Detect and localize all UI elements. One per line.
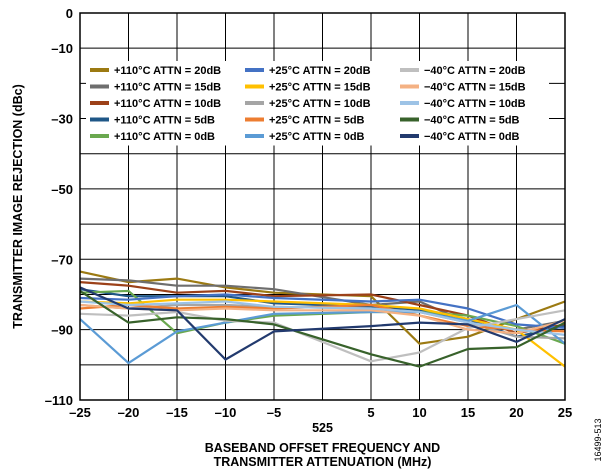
x-axis-title-line-2: TRANSMITTER ATTENUATION (MHz) bbox=[214, 455, 432, 469]
legend-label: +25°C ATTN = 20dB bbox=[269, 65, 371, 77]
legend-background bbox=[86, 61, 549, 146]
x-tick-label: 20 bbox=[509, 405, 523, 420]
x-tick-label: 15 bbox=[461, 405, 475, 420]
y-tick-label: –10 bbox=[51, 41, 73, 56]
series-line bbox=[79, 300, 566, 336]
legend-label: +110°C ATTN = 5dB bbox=[114, 115, 215, 127]
x-axis-center-label: 525 bbox=[312, 421, 333, 435]
legend-label: +110°C ATTN = 20dB bbox=[114, 65, 221, 77]
y-tick-label: 0 bbox=[66, 6, 73, 21]
y-tick-label: –50 bbox=[51, 182, 73, 197]
y-tick-label: –90 bbox=[51, 323, 73, 338]
legend: +110°C ATTN = 20dB +110°C ATTN = 15dB +110… bbox=[86, 61, 549, 146]
legend-label: −40°C ATTN = 5dB bbox=[424, 115, 520, 127]
x-tick-label: 25 bbox=[558, 405, 572, 420]
series-line bbox=[79, 286, 566, 361]
legend-label: +110°C ATTN = 0dB bbox=[114, 131, 215, 143]
x-tick-label: –15 bbox=[166, 405, 188, 420]
y-tick-label: –70 bbox=[51, 252, 73, 267]
y-tick-label: –30 bbox=[51, 112, 73, 127]
series-line bbox=[79, 309, 566, 363]
tick-labels: 0 –10 –30 –50 –70 –90 –110–25 –20 –15 –10 –5 5 10 15 2… bbox=[45, 6, 572, 420]
legend-label: +25°C ATTN = 0dB bbox=[269, 131, 365, 143]
series-line bbox=[79, 289, 566, 368]
legend-label: +110°C ATTN = 10dB bbox=[114, 98, 221, 110]
legend-label: +110°C ATTN = 15dB bbox=[114, 82, 221, 94]
legend-label: +25°C ATTN = 10dB bbox=[269, 98, 371, 110]
x-tick-label: –20 bbox=[118, 405, 140, 420]
legend-label: −40°C ATTN = 20dB bbox=[424, 65, 526, 77]
legend-label: −40°C ATTN = 10dB bbox=[424, 98, 526, 110]
legend-label: +25°C ATTN = 15dB bbox=[269, 82, 371, 94]
plot-frame bbox=[79, 12, 566, 401]
x-axis-title-line-1: BASEBAND OFFSET FREQUENCY AND bbox=[205, 441, 440, 455]
series-line bbox=[79, 293, 566, 329]
series-lines bbox=[79, 270, 566, 368]
figure-id: 16499-513 bbox=[593, 418, 603, 461]
y-tick-label: –110 bbox=[45, 393, 73, 408]
x-tick-label: 5 bbox=[367, 405, 374, 420]
series-line bbox=[79, 303, 566, 365]
legend-label: +25°C ATTN = 5dB bbox=[269, 115, 365, 127]
x-tick-label: –25 bbox=[69, 405, 91, 420]
y-axis-title: TRANSMITTER IMAGE REJECTION (dBc) bbox=[11, 84, 25, 328]
legend-label: −40°C ATTN = 0dB bbox=[424, 131, 520, 143]
x-tick-label: –10 bbox=[215, 405, 237, 420]
legend-label: −40°C ATTN = 15dB bbox=[424, 82, 526, 94]
x-tick-label: –5 bbox=[267, 405, 281, 420]
x-tick-label: 10 bbox=[412, 405, 426, 420]
